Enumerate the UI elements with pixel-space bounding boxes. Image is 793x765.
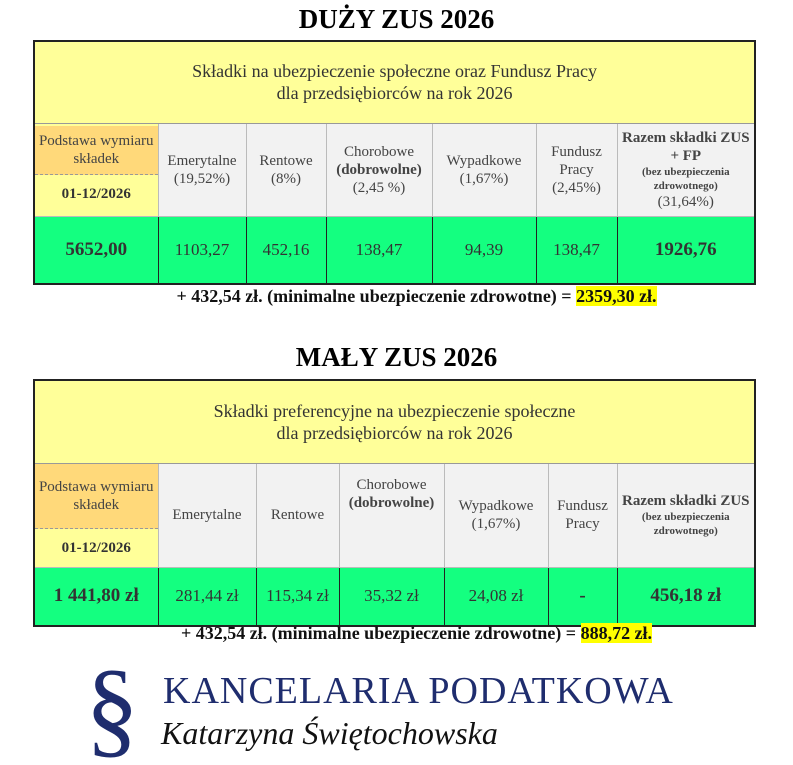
col-chorobowe: Chorobowe (dobrowolne) (338, 462, 445, 568)
base-header: Podstawa wymiaru składek 01-12/2026 (33, 462, 159, 568)
duzy-zus-heading: DUŻY ZUS 2026 (298, 4, 495, 34)
duzy-summary: + 432,54 zł. (minimalne ubezpieczenie zd… (176, 286, 657, 306)
col-rentowe: Rentowe (255, 462, 340, 568)
value-wypadkowe: 24,08 zł (443, 566, 549, 627)
value-emerytalne: 281,44 zł (157, 566, 257, 627)
section-sign-icon: § (85, 649, 139, 765)
table-title: Składki na ubezpieczenie społeczne oraz … (33, 40, 756, 124)
maly-summary: + 432,54 zł. (minimalne ubezpieczenie zd… (180, 623, 653, 643)
value-rentowe: 452,16 (245, 215, 327, 285)
maly-zus-heading: MAŁY ZUS 2026 (295, 342, 498, 372)
value-razem: 456,18 zł (616, 566, 756, 627)
logo-person-name: Katarzyna Świętochowska (161, 715, 498, 751)
value-wypadkowe: 94,39 (431, 215, 537, 285)
table-row: 5652,00 1103,27 452,16 138,47 94,39 138,… (33, 215, 756, 285)
col-emerytalne: Emerytalne (157, 462, 257, 568)
base-header: Podstawa wymiaru składek 01-12/2026 (33, 122, 159, 217)
col-rentowe: Rentowe (8%) (245, 122, 327, 217)
col-fundusz-pracy: Fundusz Pracy (2,45%) (535, 122, 618, 217)
col-wypadkowe: Wypadkowe (1,67%) (431, 122, 537, 217)
col-emerytalne: Emerytalne (19,52%) (157, 122, 247, 217)
value-fundusz-pracy: - (547, 566, 618, 627)
value-podstawa: 1 441,80 zł (33, 566, 159, 627)
duzy-zus-table: Składki na ubezpieczenie społeczne oraz … (33, 40, 757, 285)
value-podstawa: 5652,00 (33, 215, 159, 285)
logo: § KANCELARIA PODATKOWA Katarzyna Świętoc… (85, 649, 705, 765)
col-fundusz-pracy: Fundusz Pracy (547, 462, 618, 568)
value-chorobowe: 35,32 zł (338, 566, 445, 627)
duzy-total: 2359,30 zł. (576, 286, 657, 306)
table-row: 1 441,80 zł 281,44 zł 115,34 zł 35,32 zł… (33, 566, 756, 627)
col-wypadkowe: Wypadkowe (1,67%) (443, 462, 549, 568)
col-razem: Razem składki ZUS (bez ubezpieczenia zdro… (616, 462, 756, 568)
value-rentowe: 115,34 zł (255, 566, 340, 627)
value-chorobowe: 138,47 (325, 215, 433, 285)
logo-company-name: KANCELARIA PODATKOWA (163, 670, 674, 712)
value-razem: 1926,76 (616, 215, 756, 285)
value-emerytalne: 1103,27 (157, 215, 247, 285)
col-chorobowe: Chorobowe (dobrowolne) (2,45 %) (325, 122, 433, 217)
maly-zus-table: Składki preferencyjne na ubezpieczenie s… (33, 379, 757, 627)
col-razem: Razem składki ZUS + FP (bez ubezpieczenia… (616, 122, 756, 217)
maly-total: 888,72 zł. (580, 623, 653, 643)
table-title: Składki preferencyjne na ubezpieczenie s… (33, 379, 756, 464)
value-fundusz-pracy: 138,47 (535, 215, 618, 285)
